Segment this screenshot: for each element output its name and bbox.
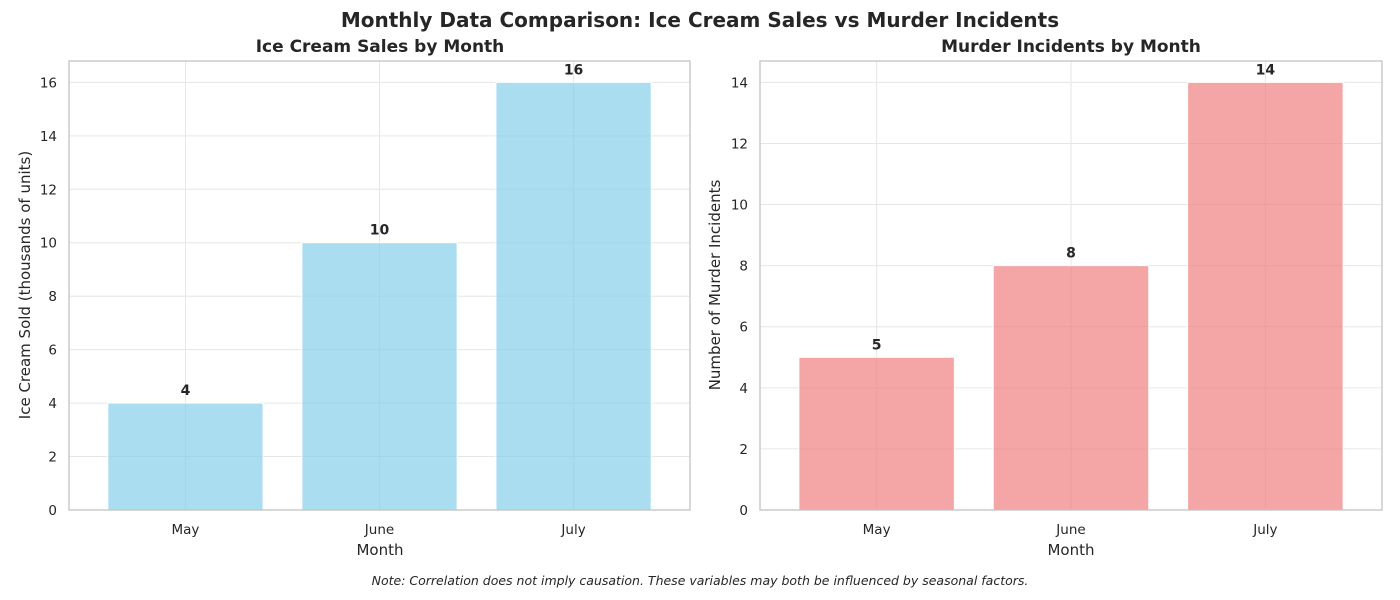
ice-cream-bar-july: [495, 81, 652, 511]
ice-cream-plot-area: 0 2 4 6 8 10 12 14 16 4 May 10 June 16 July: [40, 60, 691, 538]
ice-cream-bar-may: [107, 402, 264, 511]
murder-bar-value-label: 14: [1256, 62, 1276, 78]
murder-x-tick-label: July: [1252, 522, 1277, 538]
murder-x-tick-label: June: [1055, 522, 1085, 538]
murder-y-axis-label: Number of Murder Incidents: [706, 180, 724, 391]
murder-plot-area: 0 2 4 6 8 10 12 14 5 May 8 June 14 July: [731, 60, 1383, 538]
murder-chart-title: Murder Incidents by Month: [941, 37, 1201, 57]
ice-cream-axes-frame: [68, 60, 691, 511]
ice-cream-bar-value-label: 16: [564, 62, 583, 78]
figure-note: Note: Correlation does not imply causati…: [372, 573, 1029, 588]
ice-cream-chart: Ice Cream Sales by Month 0 2 4 6 8 10 12 14 16 4 M…: [16, 37, 691, 559]
murder-x-tick-label: May: [863, 522, 891, 538]
murder-bar-july: [1187, 81, 1344, 511]
ice-cream-bar-value-label: 4: [181, 383, 191, 399]
ice-cream-bar-value-label: 10: [370, 223, 390, 239]
ice-cream-y-tick-label: 10: [40, 236, 57, 252]
murder-y-tick-label: 12: [731, 136, 748, 152]
murder-bar-value-label: 5: [872, 337, 882, 353]
ice-cream-y-axis-label: Ice Cream Sold (thousands of units): [16, 151, 34, 419]
murder-y-tick-label: 6: [739, 320, 748, 336]
ice-cream-y-tick-label: 6: [48, 343, 57, 359]
murder-bar-may: [798, 356, 955, 511]
murder-x-axis-label: Month: [1047, 541, 1094, 559]
murder-y-tick-label: 0: [739, 503, 748, 519]
ice-cream-y-tick-label: 4: [48, 396, 57, 412]
ice-cream-chart-title: Ice Cream Sales by Month: [256, 37, 505, 57]
ice-cream-x-tick-label: July: [560, 522, 585, 538]
murder-y-tick-label: 4: [739, 381, 748, 397]
murder-y-tick-label: 2: [739, 442, 748, 458]
ice-cream-bar-june: [301, 242, 458, 511]
ice-cream-y-tick-label: 12: [40, 182, 57, 198]
ice-cream-x-axis-label: Month: [356, 541, 403, 559]
figure-suptitle: Monthly Data Comparison: Ice Cream Sales…: [341, 8, 1059, 32]
murder-chart: Murder Incidents by Month 0 2 4 6 8 10 12 14 5 Ma…: [706, 37, 1383, 559]
murder-y-tick-label: 8: [739, 259, 748, 275]
murder-axes-frame: [759, 60, 1383, 511]
ice-cream-y-tick-label: 0: [48, 503, 57, 519]
ice-cream-y-tick-label: 16: [40, 75, 57, 91]
murder-bar-june: [992, 265, 1150, 511]
ice-cream-y-tick-label: 14: [40, 129, 57, 145]
ice-cream-y-tick-label: 2: [48, 450, 57, 466]
murder-y-tick-label: 14: [731, 75, 748, 91]
ice-cream-x-tick-label: May: [171, 522, 199, 538]
ice-cream-x-tick-label: June: [364, 522, 394, 538]
murder-y-tick-label: 10: [731, 198, 748, 214]
murder-bar-value-label: 8: [1066, 246, 1076, 262]
ice-cream-y-tick-label: 8: [48, 289, 57, 305]
